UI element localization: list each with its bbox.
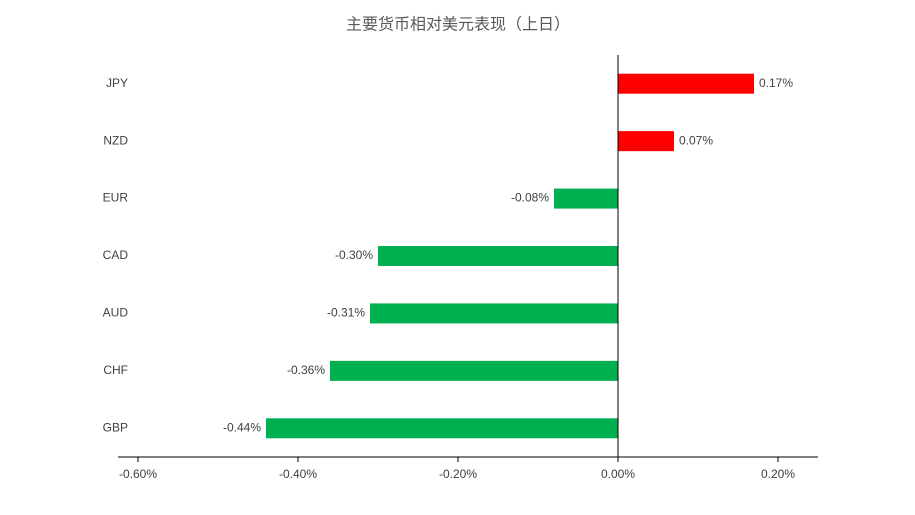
data-label: -0.08% (511, 191, 549, 205)
data-label: -0.30% (335, 248, 373, 262)
data-label: 0.07% (679, 133, 713, 147)
y-tick-label: CAD (103, 248, 129, 262)
bar (378, 246, 618, 266)
y-tick-label: NZD (103, 133, 128, 147)
x-tick-label: 0.20% (761, 467, 795, 481)
chart-title: 主要货币相对美元表现（上日） (346, 15, 570, 34)
bar (330, 360, 618, 381)
x-tick-label: -0.60% (119, 467, 157, 481)
x-tick-label: -0.20% (439, 467, 477, 481)
bar (618, 131, 674, 152)
x-tick-label: -0.40% (279, 467, 317, 481)
y-tick-label: JPY (106, 76, 128, 90)
x-tick-label: 0.00% (601, 467, 635, 481)
bar (370, 303, 618, 324)
data-label: -0.31% (327, 306, 365, 320)
y-tick-label: EUR (103, 191, 129, 205)
bar (554, 188, 618, 209)
bar (266, 418, 618, 439)
y-tick-label: CHF (103, 363, 128, 377)
y-tick-label: GBP (103, 420, 128, 434)
y-tick-label: AUD (103, 306, 129, 320)
bar (618, 73, 754, 94)
data-label: 0.17% (759, 76, 793, 90)
data-label: -0.36% (287, 363, 325, 377)
data-label: -0.44% (223, 420, 261, 434)
